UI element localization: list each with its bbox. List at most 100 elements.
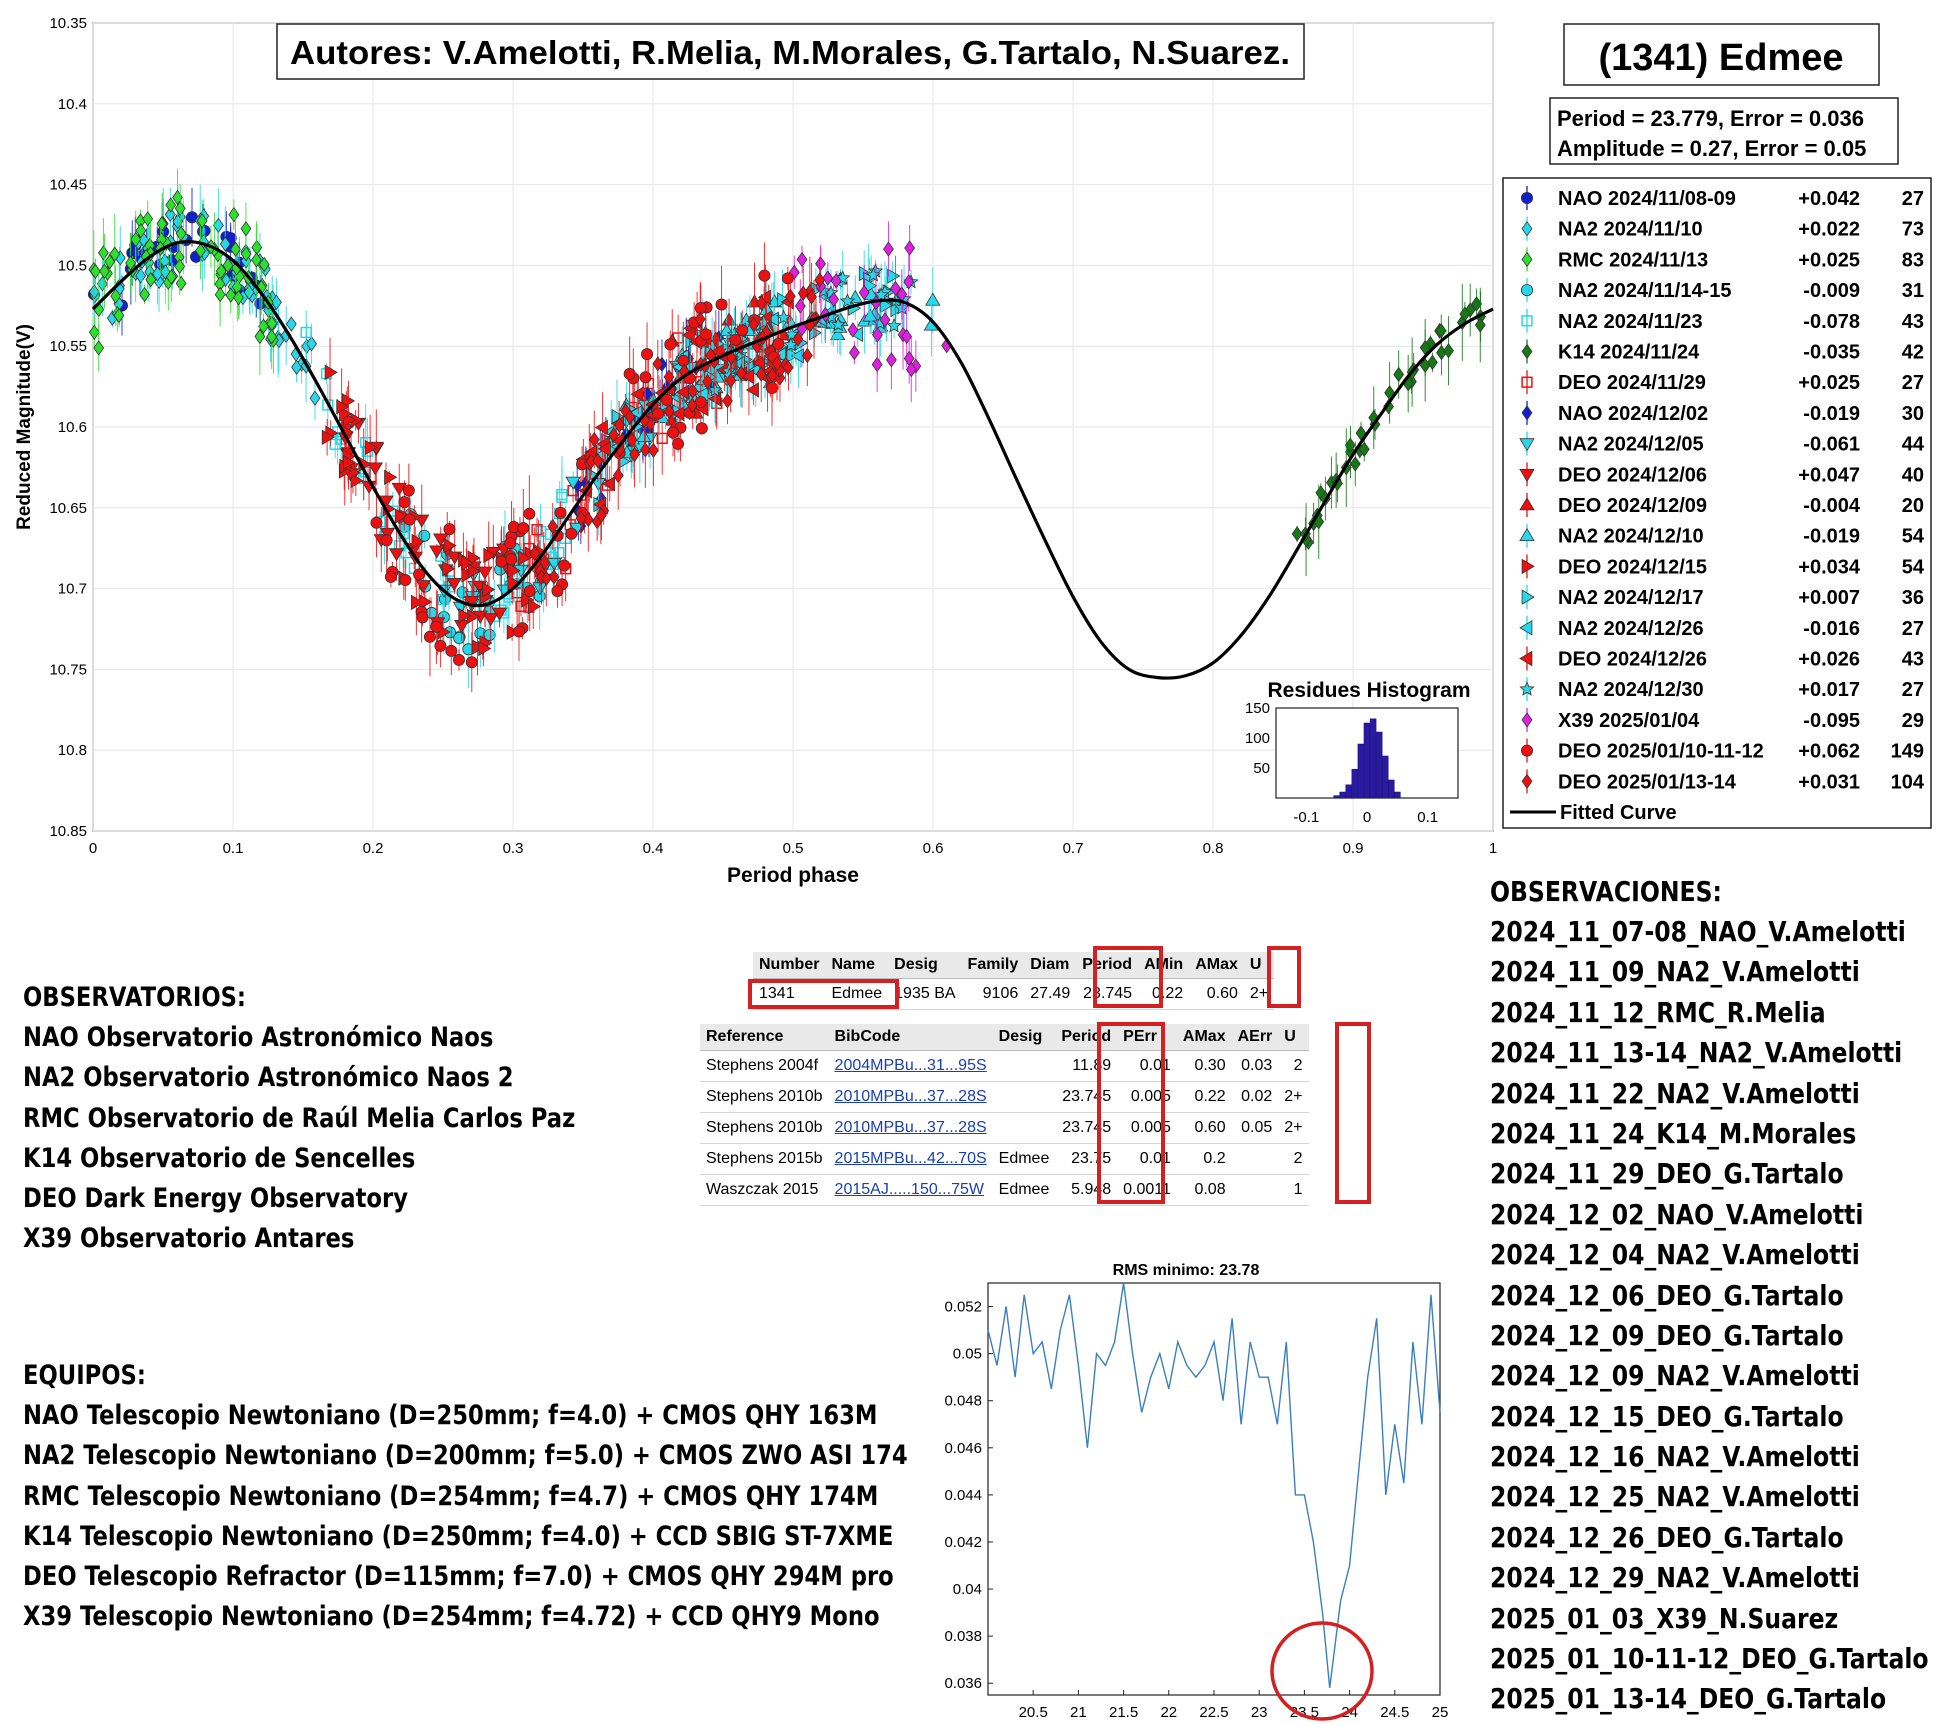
legend-offset: -0.019 [1803, 403, 1860, 425]
rms-y-tick-label: 0.05 [953, 1346, 982, 1363]
table-cell: 0.005 [1117, 1112, 1177, 1144]
bibcode-link[interactable]: 2015AJ.....150...75W [834, 1181, 984, 1198]
data-point [925, 292, 941, 306]
bibcode-link[interactable]: 2004MPBu...31...95S [834, 1057, 987, 1074]
data-point [677, 354, 690, 367]
histogram-bar [1357, 743, 1365, 799]
legend-marker [1521, 744, 1534, 757]
legend-count: 27 [1902, 372, 1924, 394]
bibcode-link[interactable]: 2015MPBu...42...70S [834, 1150, 987, 1167]
legend-count: 42 [1902, 342, 1924, 364]
data-point [527, 598, 542, 615]
x-tick-label: 0.7 [1063, 840, 1084, 857]
data-point [135, 268, 147, 284]
data-point [814, 272, 826, 288]
table-header: BibCode [828, 1024, 993, 1051]
table-cell: Stephens 2010b [700, 1112, 829, 1144]
histogram-bar [1363, 722, 1371, 799]
observation-line: 2024_12_09_NA2_V.Amelotti [1490, 1359, 1860, 1393]
legend-label: DEO 2024/12/09 [1558, 495, 1707, 517]
data-point [411, 594, 425, 611]
legend-offset: +0.031 [1798, 771, 1860, 793]
table-header: Desig [992, 1024, 1056, 1051]
data-point [240, 221, 252, 237]
table-cell [992, 1081, 1056, 1113]
data-point [694, 311, 706, 327]
observation-line: 2025_01_03_X39_N.Suarez [1490, 1601, 1839, 1635]
data-point [271, 294, 282, 311]
legend-offset: -0.004 [1803, 495, 1861, 517]
minimum-highlight-circle [1270, 1621, 1374, 1721]
data-points [87, 168, 1486, 693]
histogram-bar [1339, 791, 1347, 799]
data-point [1332, 475, 1343, 492]
rms-x-tick-label: 22.5 [1199, 1704, 1228, 1721]
data-point [367, 462, 383, 476]
data-point [771, 355, 783, 372]
data-point [495, 555, 508, 568]
legend-count: 54 [1902, 526, 1925, 548]
data-point [903, 350, 915, 367]
data-point [652, 356, 664, 372]
table-cell: 2004MPBu...31...95S [828, 1050, 993, 1082]
table-cell: 11.89 [1055, 1050, 1118, 1082]
legend-count: 44 [1902, 434, 1925, 456]
legend-count: 29 [1902, 710, 1924, 732]
data-point [635, 428, 652, 442]
data-point [847, 322, 859, 338]
bibcode-link[interactable]: 2010MPBu...37...28S [834, 1119, 987, 1136]
data-point [886, 317, 902, 333]
data-point [324, 364, 338, 381]
legend-marker [1521, 284, 1534, 297]
x-tick-label: 0.9 [1343, 840, 1364, 857]
bibcode-link[interactable]: 2010MPBu...37...28S [834, 1088, 987, 1105]
authors-box [276, 23, 1305, 80]
data-point [710, 343, 724, 360]
data-point [781, 272, 794, 285]
legend-count: 31 [1902, 280, 1924, 302]
data-point [879, 312, 891, 328]
table-cell: Edmee [992, 1174, 1056, 1206]
data-point [222, 257, 234, 274]
data-point [667, 426, 680, 439]
data-point [551, 584, 564, 597]
data-point [707, 382, 723, 397]
data-point [93, 340, 105, 356]
axis-ticks: 0 0.1 0.2 0.3 0.4 0.5 0.6 0.7 0.8 0.9 1 10.35 10.4 10… [49, 15, 1497, 857]
asteroid-title-box [1563, 23, 1880, 86]
legend-label: NA2 2024/12/17 [1558, 587, 1704, 609]
legend-offset: +0.017 [1798, 679, 1860, 701]
observation-line: 2024_11_12_RMC_R.Melia [1490, 995, 1826, 1029]
data-point [228, 206, 240, 223]
data-point [862, 308, 878, 322]
data-point [174, 258, 186, 275]
legend-label: DEO 2024/11/29 [1558, 372, 1706, 394]
data-point [523, 585, 536, 598]
observatory-line: NA2 Observatorio Astronómico Naos 2 [23, 1062, 514, 1094]
legend-offset: +0.062 [1798, 741, 1860, 763]
equipment-line: DEO Telescopio Refractor (D=115mm; f=7.0… [23, 1561, 894, 1593]
observation-line: 2024_12_25_NA2_V.Amelotti [1490, 1480, 1860, 1514]
data-point [772, 337, 785, 350]
legend-label: NAO 2024/11/08-09 [1558, 188, 1736, 210]
data-point [219, 236, 231, 252]
data-point [504, 537, 517, 550]
data-point [865, 267, 881, 282]
table-cell [992, 1050, 1056, 1082]
legend: NAO 2024/11/08-09 +0.042 27 NA2 2024/11/10 +… [1510, 186, 1925, 824]
x-tick-label: 0.4 [643, 840, 664, 857]
data-point [588, 431, 600, 448]
observatory-line: NAO Observatorio Astronómico Naos [23, 1022, 494, 1053]
data-point [756, 295, 767, 311]
rms-title: RMS minimo: 23.78 [1113, 1262, 1260, 1279]
y-axis-label: Reduced Magnitude(V) [14, 324, 35, 530]
data-point [872, 327, 883, 343]
data-point [695, 422, 708, 435]
data-point [663, 403, 675, 420]
data-point [699, 328, 712, 341]
data-point [230, 241, 241, 257]
data-point [886, 352, 897, 368]
y-tick-label: 10.7 [58, 581, 87, 598]
data-point [601, 476, 616, 492]
data-point [694, 301, 707, 314]
